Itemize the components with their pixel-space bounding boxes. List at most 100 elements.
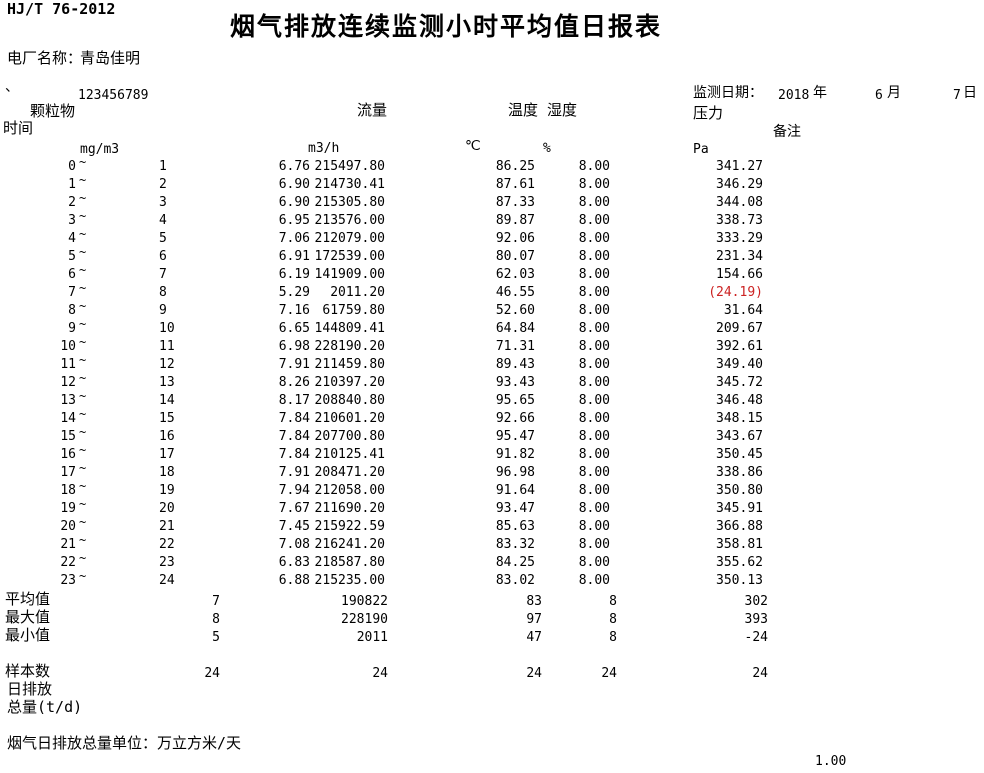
hour-end-cell: 23 xyxy=(159,555,175,570)
pressure-value-cell: 344.08 xyxy=(716,195,763,210)
report-title: 烟气排放连续监测小时平均值日报表 xyxy=(230,12,663,41)
humidity-value-cell: 8.00 xyxy=(578,159,610,174)
pressure-value-cell: 346.48 xyxy=(716,393,763,408)
unit-pm: mg/m3 xyxy=(80,142,120,157)
humidity-value-cell: 8.00 xyxy=(578,177,610,192)
hour-start-cell: 23 xyxy=(60,573,76,588)
column-header-particulate: 颗粒物 xyxy=(30,102,76,120)
hour-range-tilde: ~ xyxy=(79,515,87,529)
hour-end-cell: 16 xyxy=(159,429,175,444)
humidity-value-cell: 8.00 xyxy=(578,195,610,210)
temp-value-cell: 80.07 xyxy=(495,249,535,264)
hour-range-tilde: ~ xyxy=(79,569,87,583)
pm-value-cell: 6.88 xyxy=(278,573,310,588)
pm-value-cell: 8.26 xyxy=(278,375,310,390)
humidity-value-cell: 8.00 xyxy=(578,375,610,390)
pm-value-cell: 6.95 xyxy=(278,213,310,228)
summary-flow-cell: 2011 xyxy=(356,630,388,645)
pressure-value-cell: 209.67 xyxy=(716,321,763,336)
hour-start-cell: 0 xyxy=(68,159,76,174)
hour-start-cell: 2 xyxy=(68,195,76,210)
serial-number: 123456789 xyxy=(78,88,149,103)
hour-end-cell: 19 xyxy=(159,483,175,498)
summary-flow-cell: 24 xyxy=(372,666,388,681)
pressure-value-cell: 231.34 xyxy=(716,249,763,264)
temp-value-cell: 85.63 xyxy=(495,519,535,534)
pm-value-cell: 7.91 xyxy=(278,357,310,372)
humidity-value-cell: 8.00 xyxy=(578,285,610,300)
hour-range-tilde: ~ xyxy=(79,533,87,547)
flow-value-cell: 215305.80 xyxy=(314,195,385,210)
humidity-value-cell: 8.00 xyxy=(578,213,610,228)
temp-value-cell: 64.84 xyxy=(495,321,535,336)
summary-humidity-cell: 8 xyxy=(609,594,617,609)
hour-end-cell: 12 xyxy=(159,357,175,372)
hour-range-tilde: ~ xyxy=(79,245,87,259)
humidity-value-cell: 8.00 xyxy=(578,483,610,498)
hour-start-cell: 3 xyxy=(68,213,76,228)
summary-humidity-cell: 8 xyxy=(609,630,617,645)
flow-value-cell: 212058.00 xyxy=(314,483,385,498)
flow-value-cell: 214730.41 xyxy=(314,177,385,192)
hour-start-cell: 1 xyxy=(68,177,76,192)
hour-range-tilde: ~ xyxy=(79,371,87,385)
standard-code: HJ/T 76-2012 xyxy=(7,0,116,18)
temp-value-cell: 52.60 xyxy=(495,303,535,318)
summary-flow-cell: 190822 xyxy=(341,594,388,609)
hour-range-tilde: ~ xyxy=(79,407,87,421)
temp-value-cell: 95.65 xyxy=(495,393,535,408)
hour-range-tilde: ~ xyxy=(79,461,87,475)
hour-start-cell: 12 xyxy=(60,375,76,390)
hour-range-tilde: ~ xyxy=(79,227,87,241)
flow-value-cell: 208471.20 xyxy=(314,465,385,480)
hour-end-cell: 17 xyxy=(159,447,175,462)
pressure-value-cell: 366.88 xyxy=(716,519,763,534)
temp-value-cell: 91.82 xyxy=(495,447,535,462)
hour-start-cell: 7 xyxy=(68,285,76,300)
unit-humidity: % xyxy=(543,141,551,156)
humidity-value-cell: 8.00 xyxy=(578,393,610,408)
flow-value-cell: 208840.80 xyxy=(314,393,385,408)
summary-humidity-cell: 8 xyxy=(609,612,617,627)
hour-end-cell: 15 xyxy=(159,411,175,426)
hour-end-cell: 5 xyxy=(159,231,167,246)
hour-end-cell: 2 xyxy=(159,177,167,192)
pm-value-cell: 6.91 xyxy=(278,249,310,264)
humidity-value-cell: 8.00 xyxy=(578,465,610,480)
hour-range-tilde: ~ xyxy=(79,191,87,205)
flow-value-cell: 218587.80 xyxy=(314,555,385,570)
column-header-time: 时间 xyxy=(3,119,34,137)
column-header-remark: 备注 xyxy=(773,124,801,140)
pm-value-cell: 6.98 xyxy=(278,339,310,354)
date-day-suffix: 日 xyxy=(963,85,977,101)
hour-range-tilde: ~ xyxy=(79,299,87,313)
pressure-value-cell: 350.80 xyxy=(716,483,763,498)
temp-value-cell: 83.02 xyxy=(495,573,535,588)
hour-start-cell: 20 xyxy=(60,519,76,534)
flow-value-cell: 210125.41 xyxy=(314,447,385,462)
humidity-value-cell: 8.00 xyxy=(578,573,610,588)
summary-pressure-cell: 393 xyxy=(744,612,768,627)
pressure-value-cell: 346.29 xyxy=(716,177,763,192)
pressure-value-cell: 338.86 xyxy=(716,465,763,480)
hour-end-cell: 20 xyxy=(159,501,175,516)
summary-temp-cell: 83 xyxy=(526,594,542,609)
flow-value-cell: 216241.20 xyxy=(314,537,385,552)
column-header-pressure: 压力 xyxy=(693,104,724,122)
hour-end-cell: 24 xyxy=(159,573,175,588)
temp-value-cell: 93.43 xyxy=(495,375,535,390)
hour-start-cell: 11 xyxy=(60,357,76,372)
flow-value-cell: 228190.20 xyxy=(314,339,385,354)
hour-end-cell: 8 xyxy=(159,285,167,300)
plant-name-value: 青岛佳明 xyxy=(80,49,141,67)
hour-range-tilde: ~ xyxy=(79,317,87,331)
hour-start-cell: 13 xyxy=(60,393,76,408)
hour-range-tilde: ~ xyxy=(79,497,87,511)
hour-start-cell: 9 xyxy=(68,321,76,336)
hour-start-cell: 22 xyxy=(60,555,76,570)
flow-value-cell: 215497.80 xyxy=(314,159,385,174)
temp-value-cell: 83.32 xyxy=(495,537,535,552)
hour-range-tilde: ~ xyxy=(79,281,87,295)
date-month-value: 6 xyxy=(875,88,883,103)
flow-value-cell: 211690.20 xyxy=(314,501,385,516)
